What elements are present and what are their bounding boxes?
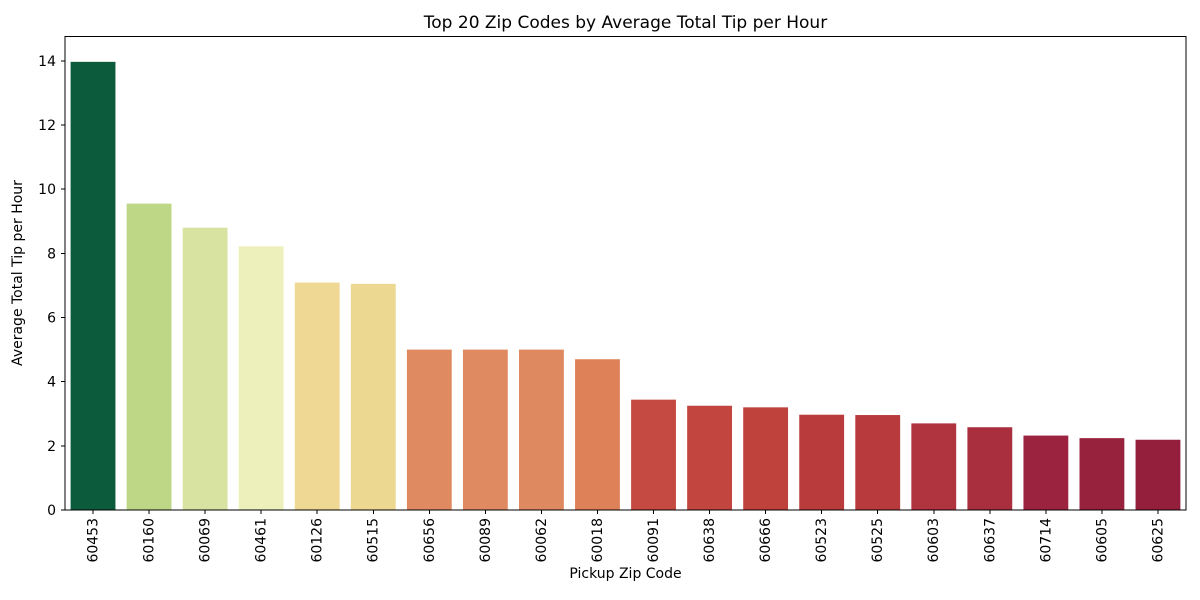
bar-60069 xyxy=(182,227,228,510)
bar-60089 xyxy=(462,349,508,510)
x-tick-label: 60018 xyxy=(590,518,606,563)
x-tick-label: 60089 xyxy=(478,518,494,563)
bar-60160 xyxy=(126,203,172,510)
bar-60714 xyxy=(1023,435,1069,510)
x-tick-label: 60461 xyxy=(254,518,270,563)
y-axis-label: Average Total Tip per Hour xyxy=(10,180,26,366)
x-tick-label: 60637 xyxy=(982,518,998,563)
x-tick-label: 60523 xyxy=(814,518,830,563)
x-tick-label: 60666 xyxy=(758,518,774,563)
x-tick-label: 60714 xyxy=(1038,518,1054,563)
bar-60637 xyxy=(967,427,1013,510)
y-tick-label: 10 xyxy=(38,182,56,198)
bar-60603 xyxy=(911,423,957,510)
y-tick-label: 0 xyxy=(47,503,56,519)
bar-60605 xyxy=(1079,438,1125,510)
y-tick-label: 2 xyxy=(47,439,56,455)
x-tick-label: 60603 xyxy=(926,518,942,563)
x-tick-label: 60515 xyxy=(366,518,382,563)
y-axis-ticks: 0 2 4 6 8 10 12 14 xyxy=(38,54,65,519)
plot-area xyxy=(65,36,1186,510)
bar-60666 xyxy=(743,407,789,510)
y-tick-label: 4 xyxy=(47,375,56,391)
plot-border xyxy=(64,36,1187,511)
bar-60625 xyxy=(1135,439,1181,510)
bar-60515 xyxy=(350,283,396,510)
bar-60062 xyxy=(519,349,564,510)
bar-60461 xyxy=(238,246,284,510)
x-tick-label: 60453 xyxy=(86,518,102,563)
bar-60525 xyxy=(855,415,901,510)
y-tick-label: 6 xyxy=(47,311,56,327)
x-tick-label: 60062 xyxy=(534,518,550,563)
bar-60453 xyxy=(70,61,116,510)
y-tick-label: 8 xyxy=(47,246,56,262)
bar-60126 xyxy=(294,282,340,510)
x-tick-label: 60069 xyxy=(198,518,214,563)
x-tick-label: 60638 xyxy=(702,518,718,563)
x-tick-label: 60091 xyxy=(646,518,662,563)
x-tick-label: 60625 xyxy=(1150,518,1166,563)
bar-60523 xyxy=(799,414,845,510)
x-tick-label: 60656 xyxy=(422,518,438,563)
bars-group xyxy=(70,61,1181,510)
x-axis-label: Pickup Zip Code xyxy=(569,566,681,582)
bar-60656 xyxy=(406,349,452,510)
x-axis-ticks: 60453 60160 60069 60461 60126 60515 60656 60089… xyxy=(86,510,1166,563)
x-tick-label: 60525 xyxy=(870,518,886,563)
x-tick-label: 60160 xyxy=(142,518,158,563)
y-tick-label: 14 xyxy=(38,54,56,70)
x-tick-label: 60605 xyxy=(1094,518,1110,563)
bar-60091 xyxy=(631,399,676,510)
bar-60638 xyxy=(687,405,732,510)
chart-title: Top 20 Zip Codes by Average Total Tip pe… xyxy=(423,13,827,33)
x-tick-label: 60126 xyxy=(310,518,326,563)
y-tick-label: 12 xyxy=(38,118,56,134)
bar-60018 xyxy=(575,359,620,510)
